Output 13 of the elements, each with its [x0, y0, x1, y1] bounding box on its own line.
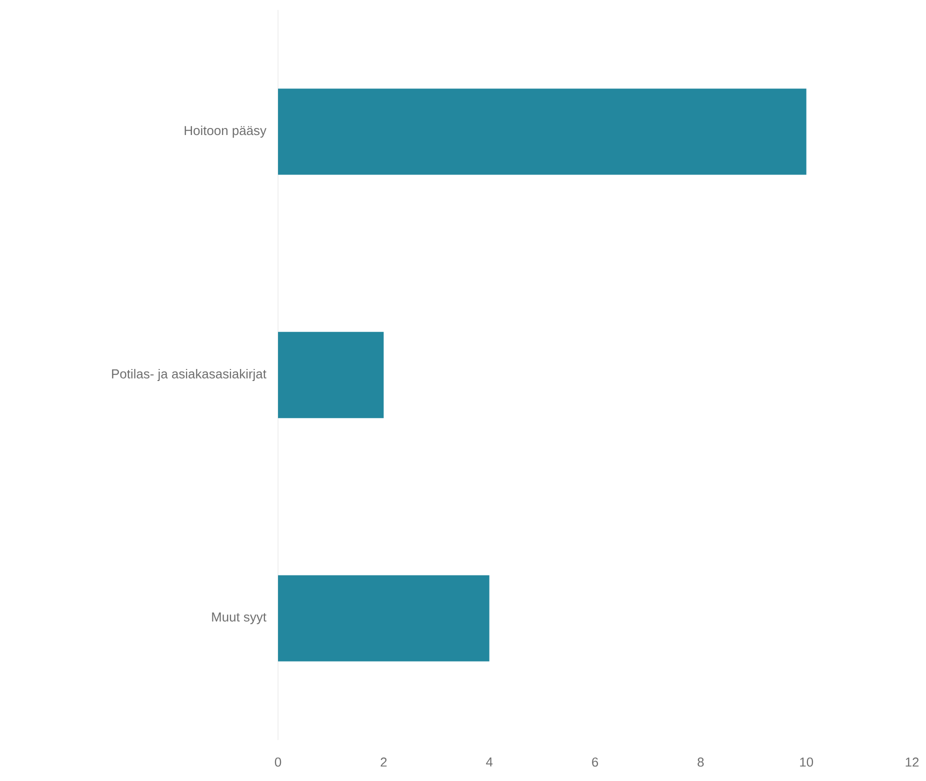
x-tick-label: 4 [486, 758, 493, 766]
y-tick-label: Muut syyt [212, 612, 266, 624]
y-tick-label: Hoitoon pääsy [184, 126, 266, 138]
x-tick-label: 8 [698, 758, 704, 767]
x-tick-label: 12 [906, 758, 919, 767]
x-tick-label: 0 [274, 758, 282, 767]
bar [278, 332, 384, 418]
x-tick-label: 6 [592, 758, 598, 767]
x-tick-label: 10 [800, 758, 814, 767]
bar [278, 88, 806, 175]
x-tick-label: 2 [380, 758, 387, 767]
y-tick-label: Potilas- ja asiakasasiakirjat [112, 368, 266, 382]
bar [278, 575, 490, 662]
